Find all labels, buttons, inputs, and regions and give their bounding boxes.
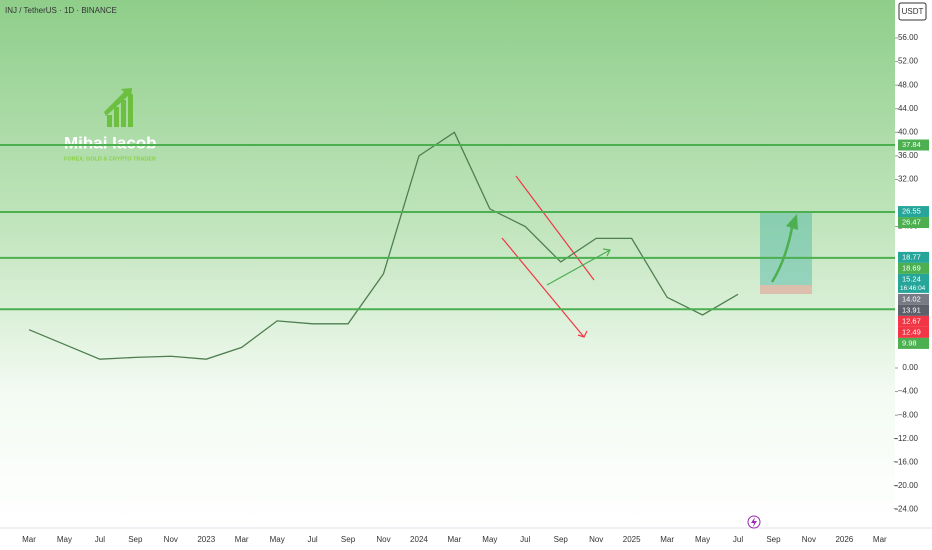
y-tick-label: −24.00: [893, 505, 918, 514]
countdown-badge: [898, 283, 929, 293]
price-badge: [898, 315, 929, 327]
x-tick-label: Sep: [554, 535, 569, 544]
x-tick-label: Mar: [873, 535, 887, 544]
x-tick-label: Nov: [802, 535, 816, 544]
x-tick-label: Jul: [733, 535, 743, 544]
price-badge: [898, 326, 929, 338]
y-tick-label: 36.00: [898, 151, 919, 160]
y-tick-label: 52.00: [898, 57, 919, 66]
logo: [104, 88, 133, 127]
x-tick-label: Jul: [307, 535, 317, 544]
price-badge-label: 18.77: [902, 252, 921, 261]
price-badge: [898, 293, 929, 305]
price-badge-label: 12.49: [902, 327, 921, 336]
y-tick-label: −16.00: [893, 457, 918, 466]
price-badge: [898, 217, 929, 229]
chart-title: INJ / TetherUS · 1D · BINANCE: [5, 6, 117, 15]
x-tick-label: Sep: [128, 535, 143, 544]
x-tick-label: Mar: [22, 535, 36, 544]
price-line: [28, 131, 739, 360]
y-tick-label: 48.00: [898, 80, 919, 89]
watermark-tagline: FOREX, GOLD & CRYPTO TRADER: [64, 156, 156, 162]
price-badge-label: 26.47: [902, 218, 921, 227]
x-tick-label: Nov: [589, 535, 603, 544]
price-badge: [898, 251, 929, 263]
currency-box[interactable]: [898, 2, 927, 21]
price-badge-label: 37.84: [902, 140, 921, 149]
price-badge-label: 12.67: [902, 316, 921, 325]
price-badge-label: 18.69: [902, 263, 921, 272]
y-tick-label: −12.00: [893, 434, 918, 443]
y-tick-label: 56.00: [898, 33, 919, 42]
price-badge: [898, 273, 929, 285]
x-tick-label: Jul: [95, 535, 105, 544]
x-tick-label: Jul: [520, 535, 530, 544]
x-tick-label: Mar: [235, 535, 249, 544]
x-tick-label: 2025: [623, 535, 641, 544]
x-tick-label: Sep: [766, 535, 781, 544]
x-tick-label: 2023: [197, 535, 215, 544]
x-tick-label: Mar: [660, 535, 674, 544]
x-tick-label: Nov: [376, 535, 390, 544]
watermark-name: Mihai Iacob: [64, 133, 157, 152]
plot-background: [0, 0, 895, 528]
price-badge: [898, 206, 929, 218]
price-badge-label: 9.98: [902, 338, 917, 347]
price-badge-label: 14.02: [902, 294, 921, 303]
x-tick-label: May: [270, 535, 285, 544]
drawings: [501, 175, 812, 529]
price-badge: [898, 304, 929, 316]
x-tick-label: May: [695, 535, 710, 544]
x-tick-label: 2026: [835, 535, 853, 544]
price-badge-label: 15.24: [902, 274, 921, 283]
currency: USDT: [902, 7, 924, 16]
y-tick-label: 0.00: [902, 363, 918, 372]
y-tick-label: 44.00: [898, 104, 919, 113]
price-badge: [898, 337, 929, 349]
x-tick-label: Sep: [341, 535, 356, 544]
x-tick-label: 2024: [410, 535, 428, 544]
x-tick-label: May: [57, 535, 72, 544]
price-badge: [898, 262, 929, 274]
y-tick-label: 32.00: [898, 175, 919, 184]
y-tick-label: −4.00: [898, 387, 919, 396]
price-badge-label: 26.55: [902, 207, 921, 216]
price-badge: [898, 139, 929, 151]
x-tick-label: Nov: [164, 535, 178, 544]
x-tick-label: Mar: [448, 535, 462, 544]
y-tick-label: −8.00: [898, 410, 919, 419]
x-tick-label: May: [482, 535, 497, 544]
y-tick-label: −20.00: [893, 481, 918, 490]
countdown: 16:46:04: [900, 285, 926, 292]
price-badge-label: 13.91: [902, 305, 921, 314]
y-tick-label: 40.00: [898, 127, 919, 136]
